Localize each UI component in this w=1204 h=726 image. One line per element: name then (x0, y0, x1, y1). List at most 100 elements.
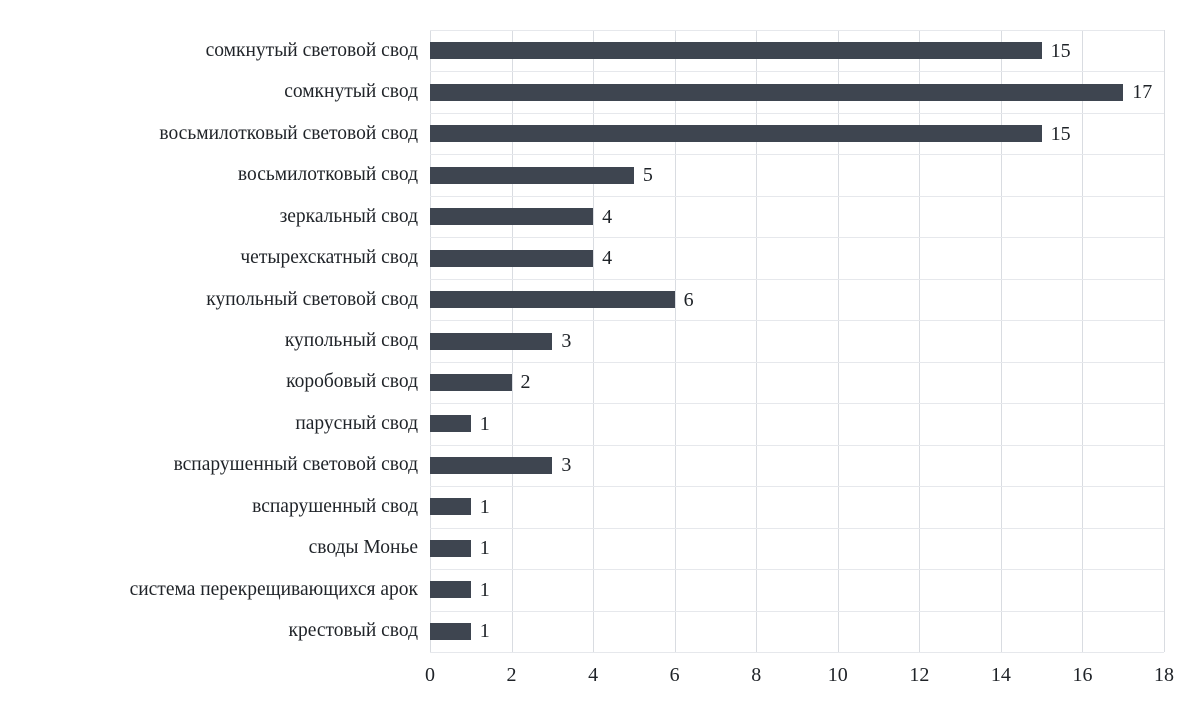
bar-row: 15 (430, 113, 1164, 154)
value-label: 6 (683, 288, 694, 311)
bar (430, 456, 553, 474)
gridlines (430, 30, 1165, 653)
value-label: 17 (1132, 81, 1153, 104)
bar (430, 581, 471, 599)
value-label: 1 (479, 537, 490, 560)
x-tick-label: 16 (1072, 664, 1093, 686)
bar (430, 249, 594, 267)
bar-row: 1 (430, 569, 1164, 610)
vertical-gridline (756, 30, 758, 652)
horizontal-gridline (430, 486, 1164, 488)
x-tick-label: 10 (827, 664, 848, 686)
x-tick-label: 0 (425, 664, 435, 686)
horizontal-gridline (430, 527, 1164, 529)
horizontal-gridline (430, 610, 1164, 612)
bar-row: 3 (430, 445, 1164, 486)
bar (430, 42, 1042, 60)
bar (430, 83, 1124, 101)
plot-region: сомкнутый световой свод сомкнутый свод вос… (0, 30, 1165, 653)
value-label: 3 (561, 454, 572, 477)
category-label: сомкнутый световой свод (205, 39, 418, 61)
bar-row: 4 (430, 237, 1164, 278)
horizontal-gridline (430, 154, 1164, 156)
horizontal-gridline (430, 195, 1164, 197)
vertical-gridline (919, 30, 921, 652)
value-label: 3 (561, 330, 572, 353)
vertical-gridline (837, 30, 839, 652)
category-label: коробовый свод (286, 371, 418, 393)
bar (430, 125, 1042, 143)
horizontal-gridline (430, 71, 1164, 73)
bar-row: 1 (430, 486, 1164, 527)
bar (430, 166, 634, 184)
bar-row: 15 (430, 30, 1164, 71)
value-label: 1 (479, 620, 490, 643)
value-label: 15 (1050, 122, 1071, 145)
category-label: крестовый свод (288, 620, 419, 642)
bar (430, 208, 594, 226)
horizontal-gridline (430, 403, 1164, 405)
bar (430, 332, 553, 350)
value-label: 4 (602, 205, 613, 228)
value-label: 5 (642, 164, 653, 187)
bar (430, 291, 675, 309)
horizontal-gridline (430, 444, 1164, 446)
horizontal-gridline (430, 361, 1164, 363)
category-label: вспарушенный свод (252, 495, 418, 517)
value-label: 2 (520, 371, 531, 394)
category-label: вспарушенный световой свод (173, 454, 418, 476)
vertical-gridline (593, 30, 595, 652)
bar (430, 539, 471, 557)
bars-layer: 15 17 15 5 4 4 6 3 2 1 3 1 1 1 1 (430, 30, 1164, 652)
x-tick-label: 4 (588, 664, 599, 686)
x-tick-label: 2 (506, 664, 517, 686)
vertical-gridline (1164, 30, 1165, 652)
value-label: 4 (602, 247, 613, 270)
horizontal-gridline (430, 30, 1164, 31)
plot-area: 15 17 15 5 4 4 6 3 2 1 3 1 1 1 1 (430, 30, 1165, 653)
category-axis: сомкнутый световой свод сомкнутый свод вос… (0, 30, 430, 652)
bar-row: 1 (430, 403, 1164, 444)
bar-row: 5 (430, 154, 1164, 195)
value-label: 15 (1050, 39, 1071, 62)
category-label: система перекрещивающихся арок (129, 578, 418, 600)
x-tick-label: 12 (909, 664, 930, 686)
horizontal-gridline (430, 278, 1164, 280)
value-label: 1 (479, 495, 490, 518)
bar (430, 415, 471, 433)
category-label: купольный свод (284, 330, 418, 352)
x-tick-label: 18 (1154, 664, 1174, 686)
bar-row: 2 (430, 362, 1164, 403)
bar-row: 6 (430, 279, 1164, 320)
horizontal-gridline (430, 320, 1164, 322)
category-label: зеркальный свод (279, 205, 418, 227)
category-label: парусный свод (295, 412, 418, 434)
horizontal-gridline (430, 569, 1164, 571)
x-tick-label: 6 (669, 664, 680, 686)
horizontal-gridline (430, 112, 1164, 114)
bar-row: 1 (430, 528, 1164, 569)
bar (430, 498, 471, 516)
category-label: четырехскатный свод (240, 247, 418, 269)
category-label: своды Монье (308, 537, 418, 559)
vertical-gridline (674, 30, 676, 652)
bar (430, 373, 512, 391)
category-label: восьмилотковый световой свод (159, 122, 418, 144)
x-tick-label: 14 (990, 664, 1011, 686)
vertical-gridline (1000, 30, 1002, 652)
value-label: 1 (479, 578, 490, 601)
value-label: 1 (479, 412, 490, 435)
category-label: сомкнутый свод (284, 81, 418, 103)
x-axis: 0 2 4 6 8 10 12 14 16 18 (425, 664, 1174, 696)
vertical-gridline (1082, 30, 1084, 652)
bar-row: 17 (430, 71, 1164, 112)
horizontal-gridline (430, 652, 1164, 653)
horizontal-gridline (430, 237, 1164, 239)
category-label: купольный световой свод (206, 288, 418, 310)
category-label: восьмилотковый свод (237, 164, 418, 186)
bar (430, 622, 471, 640)
bar-row: 4 (430, 196, 1164, 237)
bar-row: 1 (430, 611, 1164, 652)
x-tick-label: 8 (751, 664, 762, 686)
